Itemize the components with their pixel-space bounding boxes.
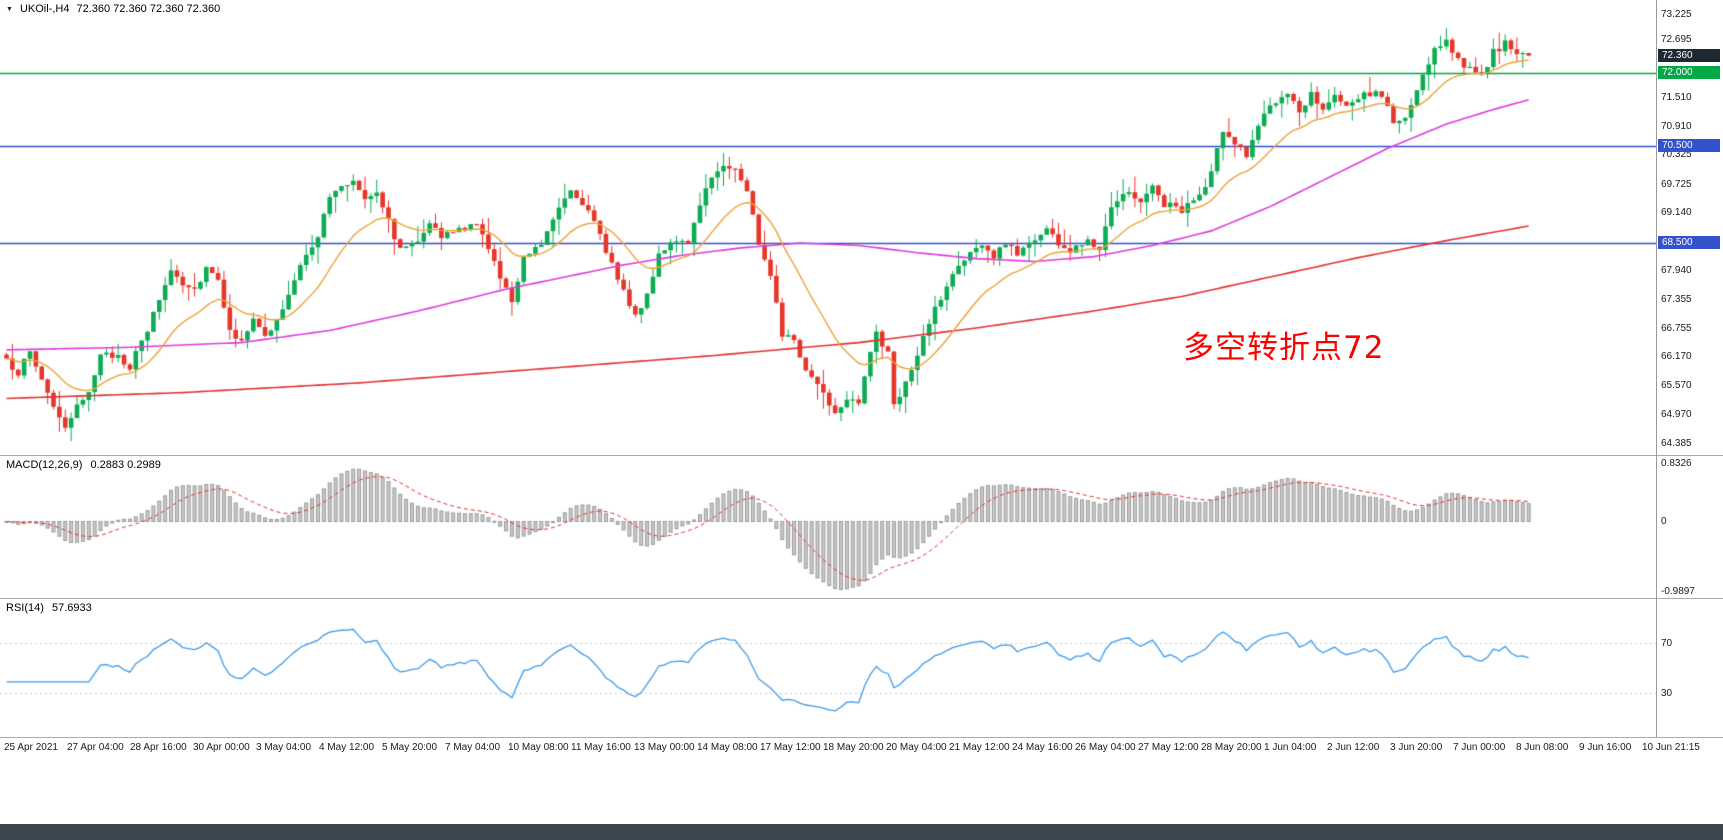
price-tick: 66.170 [1661, 351, 1692, 363]
rsi-indicator-readout: RSI(14) 57.6933 [6, 602, 97, 614]
time-label: 27 Apr 04:00 [67, 742, 124, 753]
price-tick: 65.570 [1661, 380, 1692, 392]
bottom-bar [0, 824, 1723, 840]
macd-axis-label: 0.8326 [1661, 458, 1692, 469]
panel-separator[interactable] [0, 455, 1723, 456]
scale-separator [1656, 0, 1657, 737]
rsi-axis-label: 70 [1661, 637, 1673, 649]
price-tick: 72.695 [1661, 34, 1692, 46]
chart-annotation: 多空转折点72 [1183, 330, 1385, 366]
time-axis[interactable]: 25 Apr 2021 27 Apr 04:00 28 Apr 16:00 30 Ap… [0, 738, 1723, 762]
price-tick: 67.355 [1661, 293, 1692, 305]
time-label: 2 Jun 12:00 [1327, 742, 1380, 753]
time-label: 7 May 04:00 [445, 742, 501, 753]
time-label: 14 May 08:00 [697, 742, 758, 753]
level-price-badge: 70.500 [1658, 138, 1720, 152]
time-label: 17 May 12:00 [760, 742, 821, 753]
time-label: 11 May 16:00 [571, 742, 631, 753]
symbol-ohlc-readout: ▼ UKOil-,H4 72.360 72.360 72.360 72.360 [6, 3, 220, 15]
time-label: 24 May 16:00 [1012, 742, 1073, 753]
time-label: 18 May 20:00 [823, 742, 884, 753]
main-chart-canvas[interactable] [0, 0, 1656, 455]
rsi-value: 57.6933 [51, 602, 92, 614]
price-tick: 69.140 [1661, 206, 1692, 218]
time-label: 3 May 04:00 [256, 742, 312, 753]
time-label: 9 Jun 16:00 [1579, 742, 1632, 753]
macd-indicator-readout: MACD(12,26,9) 0.2883 0.2989 [6, 459, 166, 471]
price-tick: 66.755 [1661, 322, 1692, 334]
macd-values: 0.2883 0.2989 [90, 459, 161, 471]
time-label: 25 Apr 2021 [4, 742, 58, 753]
price-scale[interactable]: 73.225 72.695 71.510 70.910 70.325 69.725 69.1… [1657, 0, 1723, 762]
macd-axis-label: 0 [1661, 516, 1667, 528]
time-label: 13 May 00:00 [634, 742, 695, 753]
panel-separator [0, 737, 1723, 738]
time-label: 7 Jun 00:00 [1453, 742, 1506, 753]
time-label: 28 May 20:00 [1201, 742, 1262, 753]
panel-separator[interactable] [0, 598, 1723, 599]
time-label: 20 May 04:00 [886, 742, 947, 753]
rsi-axis-label: 30 [1661, 688, 1673, 700]
price-tick: 70.910 [1661, 121, 1692, 132]
time-label: 8 Jun 08:00 [1516, 742, 1569, 753]
time-label: 10 Jun 21:15 [1642, 742, 1700, 753]
time-label: 5 May 20:00 [382, 742, 438, 753]
chevron-down-icon[interactable]: ▼ [6, 5, 13, 13]
time-label: 21 May 12:00 [949, 742, 1010, 753]
level-price-badge: 68.500 [1658, 236, 1720, 250]
macd-axis-label: -0.9897 [1661, 586, 1695, 597]
price-tick: 64.385 [1661, 437, 1692, 449]
ohlc-values: 72.360 72.360 72.360 72.360 [76, 3, 221, 15]
price-tick: 73.225 [1661, 8, 1692, 20]
rsi-label: RSI(14) [6, 602, 44, 614]
symbol-timeframe-label: UKOil-,H4 [19, 3, 70, 15]
price-tick: 69.725 [1661, 178, 1692, 190]
macd-label: MACD(12,26,9) [6, 459, 83, 471]
price-tick: 64.970 [1661, 409, 1692, 421]
time-label: 4 May 12:00 [319, 742, 375, 753]
macd-canvas[interactable] [0, 456, 1656, 598]
time-label: 30 Apr 00:00 [193, 742, 250, 753]
time-label: 3 Jun 20:00 [1390, 742, 1443, 753]
price-tick: 67.940 [1661, 265, 1692, 277]
rsi-canvas[interactable] [0, 599, 1656, 737]
time-label: 27 May 12:00 [1138, 742, 1199, 753]
time-label: 10 May 08:00 [508, 742, 569, 753]
price-tick: 70.325 [1661, 149, 1692, 161]
current-price-badge: 72.360 [1658, 48, 1720, 62]
price-tick: 71.510 [1661, 91, 1692, 103]
level-price-badge: 72.000 [1658, 66, 1720, 80]
time-label: 26 May 04:00 [1075, 742, 1136, 753]
time-label: 28 Apr 16:00 [130, 742, 187, 753]
time-label: 1 Jun 04:00 [1264, 742, 1317, 753]
